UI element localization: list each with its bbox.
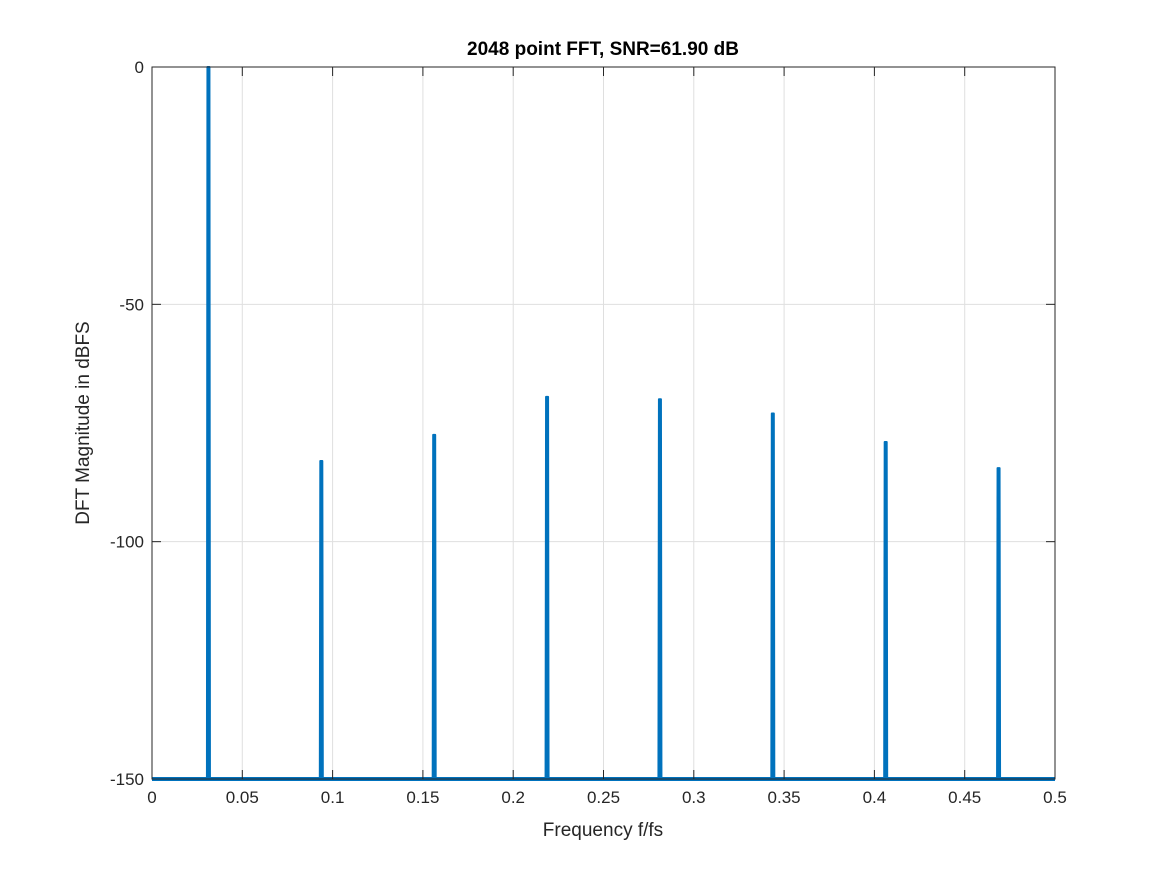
y-axis-label: DFT Magnitude in dBFS [73, 321, 94, 524]
y-tick-label: -150 [110, 770, 144, 789]
ticks: 0 0.05 0.1 0.15 0.2 0.25 0.3 0.35 0.4 0.45 0.5 -150… [110, 58, 1067, 807]
spectrum-series [152, 66, 1055, 781]
spectral-peak [996, 467, 1002, 780]
x-tick-label: 0.3 [682, 788, 706, 807]
x-tick-label: 0.45 [948, 788, 981, 807]
x-tick-label: 0.25 [587, 788, 620, 807]
x-axis-label: Frequency f/fs [543, 820, 663, 841]
series-layer [152, 66, 1055, 781]
spectral-peak [205, 66, 211, 780]
x-tick-label: 0.1 [321, 788, 345, 807]
spectral-peak [770, 412, 776, 780]
x-tick-label: 0.05 [226, 788, 259, 807]
y-tick-label: -100 [110, 533, 144, 552]
x-tick-label: 0 [147, 788, 156, 807]
y-tick-label: -50 [119, 295, 144, 314]
spectral-peak [544, 395, 550, 780]
plot-frame [151, 66, 1056, 780]
y-tick-label: 0 [135, 58, 144, 77]
spectral-peak [883, 440, 889, 780]
spectral-peak [431, 433, 437, 780]
x-tick-label: 0.35 [768, 788, 801, 807]
chart-title: 2048 point FFT, SNR=61.90 dB [467, 39, 739, 60]
x-tick-label: 0.15 [406, 788, 439, 807]
x-tick-label: 0.2 [501, 788, 525, 807]
spectral-peak [657, 398, 663, 780]
spectral-peak [318, 459, 324, 780]
x-tick-label: 0.5 [1043, 788, 1067, 807]
grid [152, 67, 1055, 779]
x-tick-label: 0.4 [863, 788, 887, 807]
